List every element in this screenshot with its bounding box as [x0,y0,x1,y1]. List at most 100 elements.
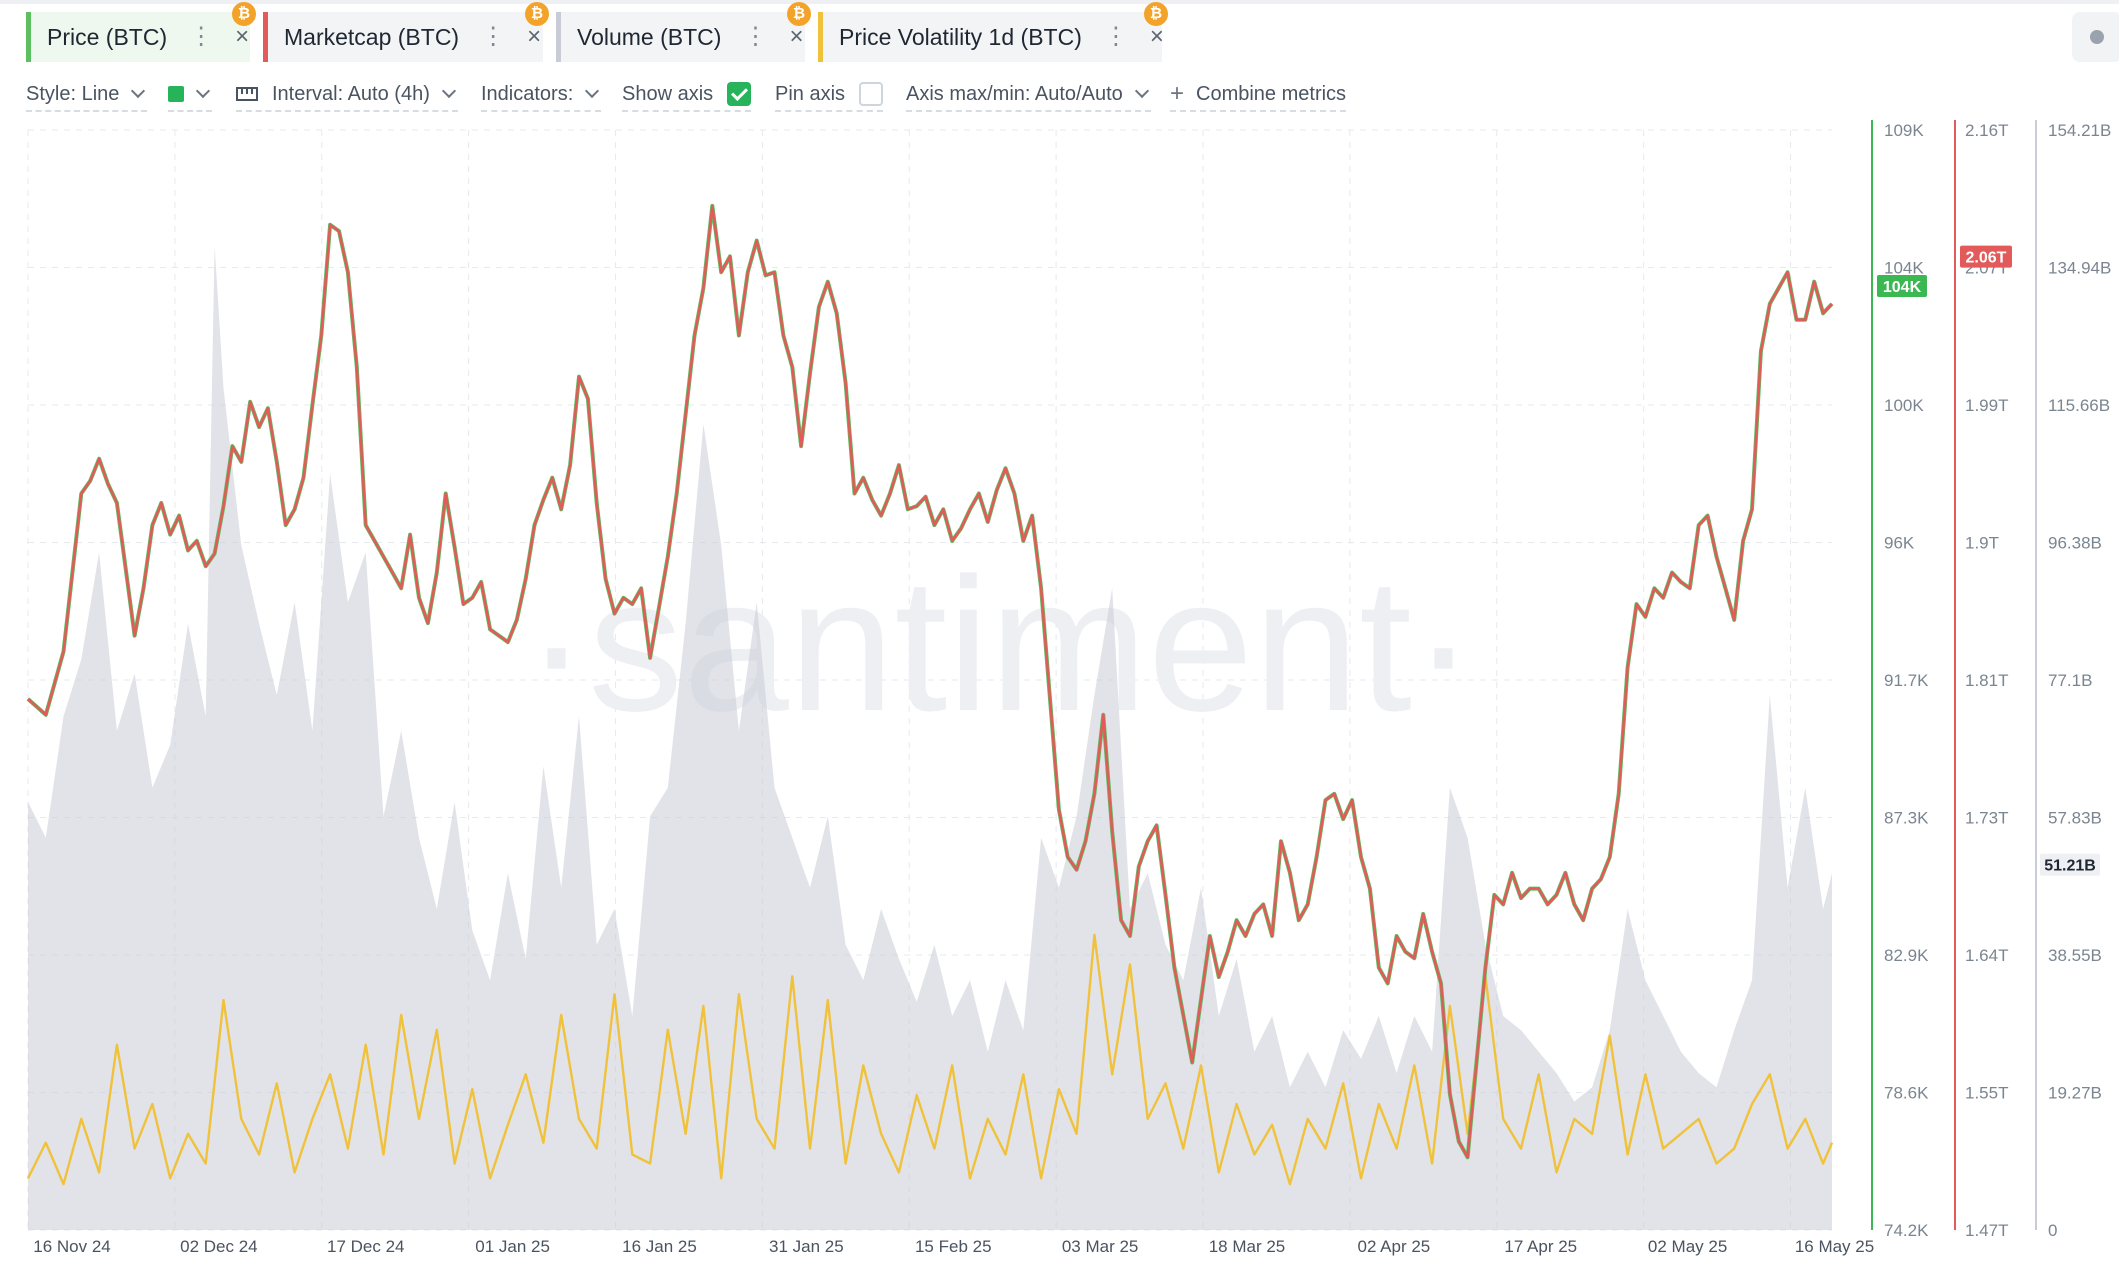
volume-area [28,245,1832,1231]
x-tick-label: 17 Apr 25 [1504,1237,1577,1256]
x-tick-label: 17 Dec 24 [327,1237,405,1256]
price-axis-tick-label: 78.6K [1884,1084,1929,1103]
x-tick-label: 15 Feb 25 [915,1237,992,1256]
volume-axis-tick-label: 38.55B [2048,946,2102,965]
more-options-icon[interactable]: ⋮ [1103,23,1128,50]
marketcap-axis-tick-label: 1.9T [1965,534,1999,553]
x-tick-label: 31 Jan 25 [769,1237,844,1256]
price-badge-bg [1877,275,1927,298]
x-tick-label: 02 Apr 25 [1357,1237,1430,1256]
tab-volume[interactable]: Volume (BTC) ⋮ × ₿ [556,2,811,62]
axis-maxmin-dropdown[interactable]: Axis max/min: Auto/Auto [906,78,1151,112]
show-axis-label: Show axis [622,82,714,105]
tab-price[interactable]: Price (BTC) ⋮ × ₿ [26,2,256,62]
marketcap-axis-tick-label: 1.47T [1965,1221,2008,1240]
price-line [27,204,1833,1159]
price-axis-tick-label: 74.2K [1884,1221,1929,1240]
price-axis-tick-label: 91.7K [1884,671,1929,690]
marketcap-badge-label: 2.06T [1966,250,2007,267]
price-series [26,203,1834,1160]
ruler-icon [236,87,258,101]
x-tick-label: 03 Mar 25 [1062,1237,1139,1256]
interval-dropdown[interactable]: Interval: Auto (4h) [236,78,458,112]
marketcap-axis-tick-label: 1.64T [1965,946,2008,965]
watermark: ·santiment· [525,539,1475,751]
close-icon[interactable]: × [235,23,250,50]
x-tick-label: 16 Nov 24 [33,1237,111,1256]
tab-label: Price Volatility 1d (BTC) [839,23,1082,50]
settings-toggle-button[interactable] [2072,12,2119,62]
value-badges: 104K 2.06T 51.21B [1877,245,2100,876]
x-tick-label: 16 May 25 [1795,1237,1874,1256]
interval-label: Interval: Auto (4h) [272,82,430,105]
pin-axis-toggle[interactable]: Pin axis [775,78,884,112]
price-badge-label: 104K [1883,279,1922,296]
bitcoin-badge-icon: ₿ [787,2,811,26]
x-tick-label: 16 Jan 25 [622,1237,697,1256]
x-axis: 16 Nov 24 02 Dec 24 17 Dec 24 01 Jan 25 16 J… [33,1237,1874,1256]
more-options-icon[interactable]: ⋮ [743,23,768,50]
color-dropdown[interactable] [168,78,212,112]
combine-metrics-button[interactable]: + Combine metrics [1170,78,1347,112]
x-tick-label: 18 Mar 25 [1209,1237,1286,1256]
volume-axis-tick-label: 96.38B [2048,534,2102,553]
color-swatch-icon [168,86,184,102]
pin-axis-label: Pin axis [775,82,846,105]
marketcap-axis-tick-label: 1.81T [1965,671,2008,690]
marketcap-badge-bg [1960,245,2012,268]
combine-metrics-label: Combine metrics [1196,82,1347,105]
style-dropdown[interactable]: Style: Line [26,78,148,112]
price-axis-tick-label: 109K [1884,121,1924,140]
checkbox-unchecked-icon[interactable] [859,82,884,106]
price-axis-tick-label: 82.9K [1884,946,1929,965]
plus-icon: + [1170,80,1185,107]
axis-maxmin-label: Axis max/min: Auto/Auto [906,82,1123,105]
tab-label: Volume (BTC) [577,23,722,50]
marketcap-axis-tick-label: 1.99T [1965,396,2008,415]
marketcap-axis-tick-label: 1.55T [1965,1084,2008,1103]
metric-tabs: Price (BTC) ⋮ × ₿ Marketcap (BTC) ⋮ × ₿ … [26,2,1175,62]
x-tick-label: 02 May 25 [1648,1237,1727,1256]
more-options-icon[interactable]: ⋮ [481,23,506,50]
show-axis-toggle[interactable]: Show axis [622,78,752,112]
tab-price-volatility[interactable]: Price Volatility 1d (BTC) ⋮ × ₿ [818,2,1168,62]
volatility-line [26,933,1834,1186]
volatility-series [26,933,1834,1186]
x-tick-label: 02 Dec 24 [180,1237,258,1256]
marketcap-axis-tick-label: 2.16T [1965,121,2008,140]
x-tick-label: 01 Jan 25 [475,1237,550,1256]
volume-axis-tick-label: 134.94B [2048,259,2111,278]
marketcap-axis-tick-label: 1.73T [1965,809,2008,828]
axes: 109K 104K 100K 96K 91.7K 87.3K 82.9K 78.6K 74.2K… [1871,120,2111,1240]
indicators-label: Indicators: [481,82,574,105]
close-icon[interactable]: × [527,23,542,50]
tab-label: Marketcap (BTC) [284,23,460,50]
bitcoin-badge-icon: ₿ [525,2,549,26]
close-icon[interactable]: × [1149,23,1164,50]
bitcoin-badge-icon: ₿ [232,2,256,26]
volume-axis-tick-label: 115.66B [2048,396,2110,415]
volume-axis-tick-label: 77.1B [2048,671,2092,690]
dot-icon [2090,30,2104,44]
bitcoin-badge-icon: ₿ [1144,2,1168,26]
indicators-dropdown[interactable]: Indicators: [481,78,602,112]
volume-axis-tick-label: 19.27B [2048,1084,2102,1103]
checkbox-checked-icon[interactable] [727,82,752,106]
volume-series [28,245,1832,1231]
volume-axis-tick-label: 154.21B [2048,121,2111,140]
volume-axis-tick-label: 0 [2048,1221,2057,1240]
tab-marketcap[interactable]: Marketcap (BTC) ⋮ × ₿ [263,2,549,62]
volume-badge-label: 51.21B [2044,858,2096,875]
more-options-icon[interactable]: ⋮ [189,23,214,50]
volume-axis-tick-label: 57.83B [2048,809,2102,828]
close-icon[interactable]: × [789,23,804,50]
price-axis-tick-label: 87.3K [1884,809,1929,828]
tab-label: Price (BTC) [47,23,168,50]
price-axis-tick-label: 104K [1884,259,1924,278]
price-axis-tick-label: 100K [1884,396,1924,415]
price-axis-tick-label: 96K [1884,534,1915,553]
top-border [0,0,2119,4]
style-label: Style: Line [26,82,120,105]
volume-badge-bg [2040,853,2100,876]
